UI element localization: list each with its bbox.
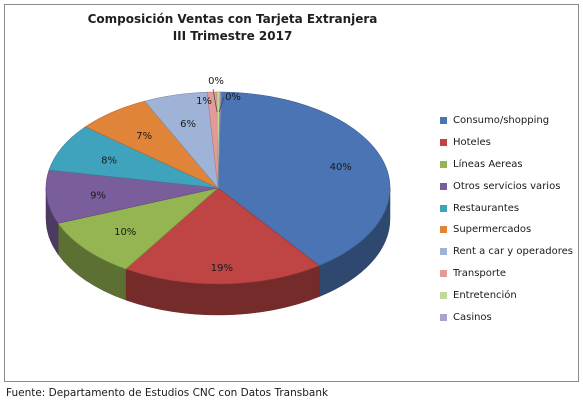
legend-swatch (440, 248, 447, 256)
legend-item-otros-servicios-varios: Otros servicios varios (440, 179, 573, 201)
chart-title: Composición Ventas con Tarjeta Extranjer… (0, 11, 465, 45)
data-label-casinos: 0% (225, 92, 241, 103)
legend-swatch (440, 182, 447, 190)
chart-title-line2: III Trimestre 2017 (172, 29, 293, 43)
pie-top-group (45, 91, 391, 285)
data-label-transporte: 1% (196, 96, 212, 107)
legend-swatch (440, 226, 447, 234)
legend-label: Otros servicios varios (453, 180, 561, 192)
data-label-rent-a-car-y-operadores: 6% (180, 119, 196, 130)
data-label-lineas-aereas: 10% (114, 227, 136, 238)
legend-label: Transporte (453, 268, 507, 280)
legend: Consumo/shopping Hoteles Líneas Aereas Otro… (440, 113, 573, 332)
pie-slice-lineas-aereas (57, 187, 219, 270)
data-label-restaurantes: 8% (101, 155, 117, 166)
legend-item-entretencion: Entretención (440, 288, 573, 310)
legend-swatch (440, 160, 447, 168)
data-label-entretencion: 0% (208, 76, 224, 87)
legend-item-casinos: Casinos (440, 310, 573, 332)
legend-label: Restaurantes (453, 202, 520, 214)
legend-swatch (440, 314, 447, 322)
legend-item-restaurantes: Restaurantes (440, 201, 573, 223)
pie-slice-otros-servicios-varios (45, 169, 219, 224)
legend-swatch (440, 292, 447, 300)
pie-side-group (45, 187, 391, 316)
leader-line-casinos (218, 96, 225, 113)
legend-item-rent-a-car-y-operadores: Rent a car y operadores (440, 244, 573, 266)
legend-item-supermercados: Supermercados (440, 222, 573, 244)
legend-item-transporte: Transporte (440, 266, 573, 288)
legend-label: Rent a car y operadores (453, 246, 573, 258)
legend-label: Consumo/shopping (453, 115, 550, 126)
legend-item-hoteles: Hoteles (440, 135, 573, 157)
legend-item-lineas-aereas: Líneas Aereas (440, 157, 573, 179)
data-label-hoteles: 19% (211, 263, 233, 274)
legend-swatch (440, 204, 447, 212)
chart-title-line1: Composición Ventas con Tarjeta Extranjer… (87, 12, 378, 26)
legend-label: Entretención (453, 290, 517, 302)
pie-slice-consumo-shopping (217, 91, 391, 267)
legend-label: Supermercados (453, 224, 532, 236)
legend-label: Casinos (453, 312, 492, 324)
leader-line-entretencion (212, 88, 218, 113)
legend-swatch (440, 117, 447, 124)
pie-slice-casinos (217, 91, 222, 189)
legend-label: Líneas Aereas (453, 158, 523, 170)
pie-labels: 40% 19% 10% 9% 8% 7% 6% 1% 0%0% (90, 76, 352, 274)
data-label-supermercados: 7% (136, 131, 152, 142)
legend-item-consumo-shopping: Consumo/shopping (440, 113, 573, 135)
legend-swatch (440, 138, 447, 146)
pie-slice-hoteles (125, 187, 320, 285)
source-note: Fuente: Departamento de Estudios CNC con… (6, 387, 329, 399)
legend-label: Hoteles (453, 136, 491, 148)
legend-swatch (440, 270, 447, 278)
data-label-consumo-shopping: 40% (330, 162, 352, 173)
data-label-otros-servicios-varios: 9% (90, 190, 106, 201)
